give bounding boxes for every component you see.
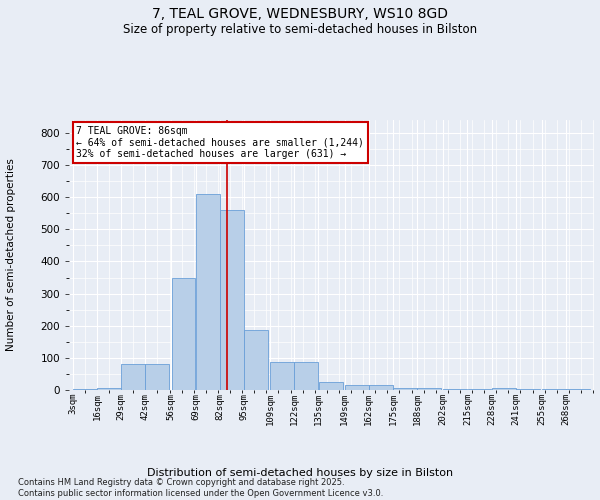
Bar bbox=[369, 385, 393, 390]
Bar bbox=[295, 362, 319, 390]
Bar bbox=[492, 388, 515, 390]
Bar bbox=[97, 388, 121, 390]
Bar bbox=[393, 388, 417, 390]
Bar bbox=[220, 210, 244, 390]
Bar bbox=[244, 330, 268, 390]
Text: Contains HM Land Registry data © Crown copyright and database right 2025.
Contai: Contains HM Land Registry data © Crown c… bbox=[18, 478, 383, 498]
Bar bbox=[145, 364, 169, 390]
Bar bbox=[121, 364, 145, 390]
Bar bbox=[196, 194, 220, 390]
Text: Distribution of semi-detached houses by size in Bilston: Distribution of semi-detached houses by … bbox=[147, 468, 453, 477]
Bar bbox=[270, 362, 294, 390]
Bar bbox=[417, 388, 441, 390]
Text: 7, TEAL GROVE, WEDNESBURY, WS10 8GD: 7, TEAL GROVE, WEDNESBURY, WS10 8GD bbox=[152, 8, 448, 22]
Text: Number of semi-detached properties: Number of semi-detached properties bbox=[6, 158, 16, 352]
Bar bbox=[172, 278, 196, 390]
Text: 7 TEAL GROVE: 86sqm
← 64% of semi-detached houses are smaller (1,244)
32% of sem: 7 TEAL GROVE: 86sqm ← 64% of semi-detach… bbox=[76, 126, 364, 159]
Bar bbox=[319, 382, 343, 390]
Text: Size of property relative to semi-detached houses in Bilston: Size of property relative to semi-detach… bbox=[123, 22, 477, 36]
Bar bbox=[344, 385, 368, 390]
